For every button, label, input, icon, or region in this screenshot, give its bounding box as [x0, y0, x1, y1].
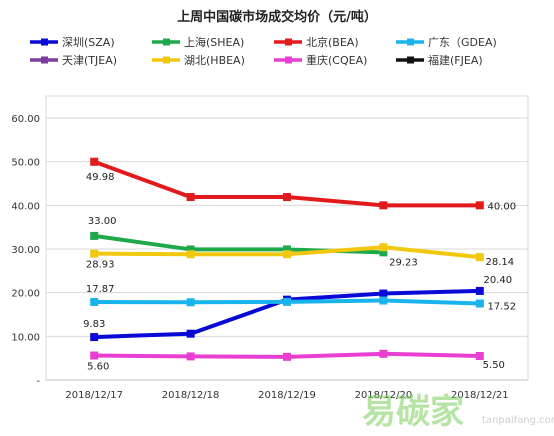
- data-point: [379, 349, 388, 358]
- legend-swatch-marker: [163, 56, 170, 64]
- data-point: [379, 201, 388, 210]
- data-point: [186, 245, 195, 254]
- legend-label: 天津(TJEA): [62, 54, 117, 67]
- data-point: [283, 245, 291, 254]
- x-tick-label: 2018/12/19: [258, 390, 316, 401]
- y-tick-label: 30.00: [11, 245, 40, 256]
- data-point: [379, 243, 388, 252]
- watermark-logo: 易碳家 tanpaifang.com: [362, 392, 554, 432]
- legend: 深圳(SZA) 上海(SHEA) 北京(BEA) 广东（GDEA) 天津(TJEA) 湖北…: [30, 35, 497, 67]
- legend-swatch-marker: [285, 38, 292, 46]
- data-label: 28.14: [485, 257, 514, 268]
- data-point: [186, 298, 195, 307]
- legend-label: 广东（GDEA): [428, 36, 497, 49]
- data-point: [90, 297, 99, 306]
- x-tick-label: 2018/12/18: [162, 390, 220, 401]
- data-label: 49.98: [86, 172, 115, 183]
- legend-label: 北京(BEA): [306, 35, 359, 49]
- data-point: [186, 250, 195, 259]
- data-point: [379, 248, 388, 257]
- data-point: [186, 352, 195, 361]
- data-point: [90, 231, 99, 240]
- legend-label: 福建(FJEA): [428, 53, 483, 67]
- data-point: [90, 157, 99, 166]
- x-tick-label: 2018/12/21: [451, 390, 509, 401]
- legend-label: 重庆(CQEA): [306, 53, 367, 67]
- y-tick-label: 10.00: [11, 332, 40, 343]
- legend-label: 湖北(HBEA): [184, 54, 245, 67]
- y-tick-label: 60.00: [11, 114, 40, 125]
- data-label: 28.93: [86, 260, 115, 271]
- legend-swatch-marker: [41, 38, 48, 46]
- legend-swatch-marker: [407, 56, 414, 64]
- x-tick-label: 2018/12/17: [65, 390, 123, 401]
- chart-title: 上周中国碳市场成交均价（元/吨）: [177, 9, 377, 25]
- data-point: [475, 201, 484, 210]
- x-tick-label: 2018/12/20: [355, 390, 413, 401]
- data-label: 5.60: [87, 362, 109, 373]
- watermark-brand: 易碳家: [362, 392, 464, 432]
- data-point: [186, 329, 195, 338]
- legend-swatch-marker: [163, 38, 170, 46]
- data-point: [379, 289, 388, 298]
- data-point: [475, 286, 484, 295]
- legend-label: 上海(SHEA): [184, 35, 244, 49]
- watermark-url: tanpaifang.com: [482, 415, 554, 426]
- data-point: [475, 253, 484, 262]
- data-point: [186, 193, 195, 202]
- data-label: 33.00: [88, 216, 117, 227]
- data-label: 17.52: [487, 301, 516, 312]
- y-tick-label: 50.00: [11, 158, 40, 169]
- legend-swatch-marker: [285, 56, 292, 64]
- data-label: 9.83: [83, 319, 105, 330]
- data-label: 5.50: [483, 360, 505, 371]
- data-label: 20.40: [483, 275, 512, 286]
- data-point: [90, 333, 99, 342]
- data-point: [283, 193, 291, 202]
- data-point: [283, 250, 291, 259]
- plot-area: - 10.00 20.00 30.00 40.00 50.00 60.00 2018/12/1…: [11, 95, 529, 401]
- y-tick-label: 40.00: [11, 201, 40, 212]
- data-point: [475, 299, 484, 308]
- legend-swatch-marker: [41, 56, 48, 64]
- data-point: [475, 351, 484, 360]
- y-tick-label: -: [36, 376, 40, 387]
- data-label: 40.00: [487, 201, 516, 212]
- data-label: 17.87: [86, 284, 115, 295]
- legend-swatch-marker: [407, 38, 414, 46]
- data-point: [90, 249, 99, 258]
- data-point: [283, 297, 291, 306]
- data-point: [283, 352, 291, 361]
- data-label: 29.23: [389, 257, 418, 268]
- y-tick-label: 20.00: [11, 289, 40, 300]
- data-point: [90, 351, 99, 360]
- data-point: [379, 296, 388, 305]
- legend-label: 深圳(SZA): [62, 36, 115, 49]
